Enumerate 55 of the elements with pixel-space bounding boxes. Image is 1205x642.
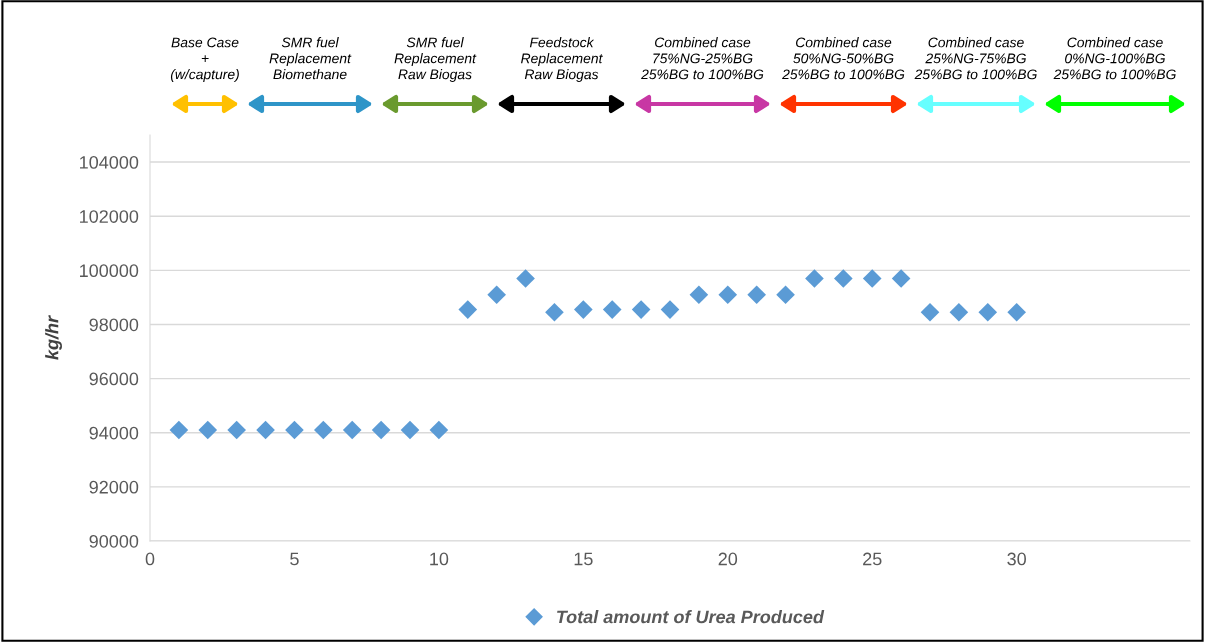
point bbox=[747, 285, 766, 305]
x-tick-label: 20 bbox=[718, 552, 738, 566]
point bbox=[978, 302, 998, 322]
point bbox=[227, 420, 246, 440]
point bbox=[342, 420, 362, 440]
x-tick-label: 10 bbox=[430, 552, 449, 566]
point bbox=[487, 285, 506, 305]
point bbox=[891, 269, 911, 288]
point bbox=[862, 269, 882, 288]
point bbox=[516, 269, 535, 288]
y-tick-label: 100000 bbox=[80, 264, 139, 278]
x-tick-label: 30 bbox=[1007, 552, 1026, 566]
y-tick-label: 98000 bbox=[89, 318, 139, 332]
y-tick-label: 90000 bbox=[89, 534, 139, 548]
x-tick-label: 25 bbox=[863, 552, 882, 566]
y-tick-label: 102000 bbox=[80, 210, 139, 223]
point bbox=[574, 300, 593, 319]
text: Feedstock Replacement Raw Biogas bbox=[521, 37, 603, 82]
text: Combined case 75%NG-25%BG 25%BG to 100%BG bbox=[641, 37, 764, 80]
point bbox=[429, 420, 449, 440]
point bbox=[631, 300, 651, 319]
point bbox=[689, 285, 709, 305]
text: Combined case 25%NG-75%BG 25%BG to 100%BG bbox=[914, 37, 1037, 80]
text: Combined case 50%NG-50%BG 25%BG to 100%BG bbox=[782, 37, 905, 80]
x-tick-label: 5 bbox=[290, 552, 299, 566]
point bbox=[285, 420, 304, 440]
point bbox=[458, 300, 478, 319]
point bbox=[314, 420, 333, 440]
point bbox=[371, 420, 391, 440]
point bbox=[1007, 302, 1026, 322]
text: SMR fuel Replacement Biomethane bbox=[269, 37, 352, 80]
text: SMR fuel Replacement Raw Biogas bbox=[394, 37, 477, 82]
point bbox=[400, 420, 420, 440]
point bbox=[602, 300, 622, 319]
point bbox=[545, 302, 564, 322]
legend-label: Total amount of Urea Produced bbox=[557, 610, 825, 624]
y-tick-label: 104000 bbox=[80, 156, 139, 169]
y-tick-label: 94000 bbox=[89, 426, 139, 440]
point bbox=[256, 420, 275, 440]
point bbox=[805, 269, 824, 288]
point bbox=[834, 269, 853, 288]
point bbox=[920, 302, 940, 322]
point bbox=[198, 420, 218, 440]
y-tick-label: 92000 bbox=[89, 480, 139, 494]
point bbox=[776, 285, 795, 305]
text: Base Case + (w/capture) bbox=[170, 37, 239, 82]
y-tick-label: 96000 bbox=[89, 372, 139, 386]
y-axis-title: kg/hr bbox=[45, 315, 62, 360]
point bbox=[718, 285, 738, 305]
x-tick-label: 15 bbox=[574, 552, 593, 566]
point bbox=[660, 300, 680, 319]
x-tick-label: 0 bbox=[145, 552, 155, 566]
point bbox=[949, 302, 969, 322]
text: Combined case 0%NG-100%BG 25%BG to 100%BG bbox=[1053, 37, 1176, 80]
point bbox=[169, 420, 189, 440]
